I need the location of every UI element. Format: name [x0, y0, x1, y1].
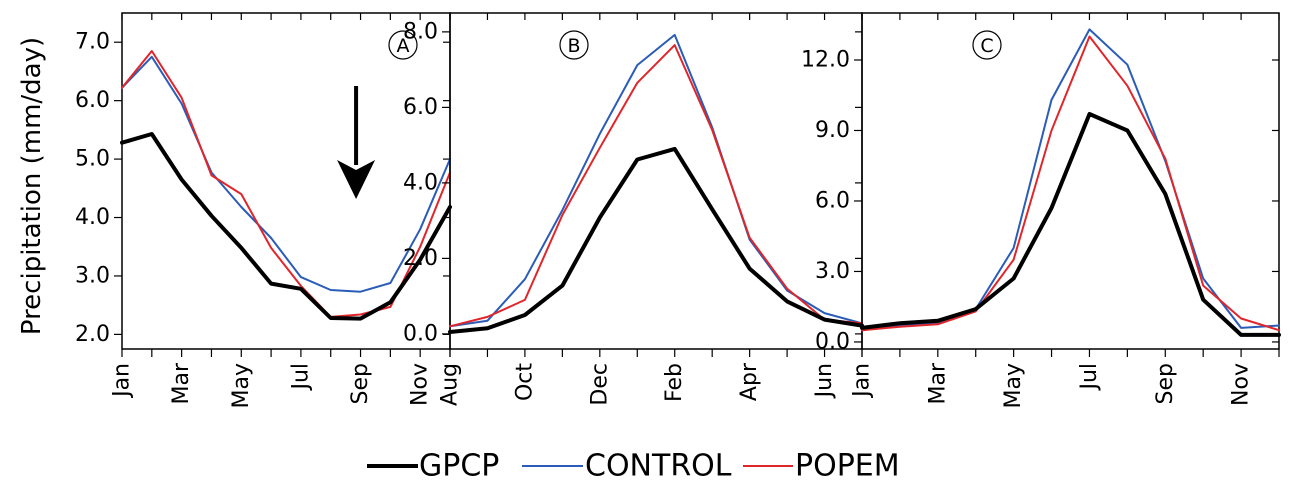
panel-B: Aug Oct Dec Feb Apr Jun 0.0 2.0 4.0 6.0 8.0 B — [403, 12, 864, 406]
series-line-popem — [121, 50, 451, 318]
y-tick-label: 2.0 — [75, 322, 110, 347]
x-tick-label: Oct — [512, 363, 537, 401]
panel-C: Jan Mar May Jul Sep Nov 0.0 3.0 6.0 9.0 12.0 C — [801, 12, 1281, 408]
series-line-gpcp — [860, 112, 1281, 337]
y-tick-label: 7.0 — [75, 30, 110, 55]
y-tick-label: 6.0 — [815, 188, 850, 213]
panel-letter-A: A — [388, 30, 418, 60]
arrow-head — [337, 160, 376, 199]
legend-label: POPEM — [795, 449, 900, 484]
x-tick-label: Jul — [288, 363, 313, 392]
legend-label: GPCP — [419, 449, 499, 484]
legend-item-control: CONTROL — [522, 449, 732, 484]
plot-frame — [121, 12, 451, 350]
x-tick-label: Sep — [348, 363, 373, 404]
x-tick-label: Mar — [925, 362, 950, 404]
panel-letter-text: C — [980, 35, 993, 57]
down-arrow-icon — [337, 86, 376, 199]
series-line-gpcp — [448, 146, 864, 334]
y-tick-label: 4.0 — [75, 205, 110, 230]
y-tick-label: 0.0 — [403, 321, 438, 346]
y-tick-label: 6.0 — [75, 88, 110, 113]
panel-letter-circle — [388, 30, 418, 60]
y-tick-label: 12.0 — [801, 47, 850, 72]
series-line-control — [861, 28, 1280, 332]
panel-letter-circle — [972, 30, 1002, 60]
x-tick-label: Apr — [737, 362, 762, 401]
y-tick-label: 8.0 — [403, 19, 438, 44]
x-tick-label: May — [1001, 363, 1026, 408]
x-tick-label: Dec — [587, 363, 612, 406]
x-tick-label: Jan — [850, 363, 875, 399]
y-tick-label: 0.0 — [815, 329, 850, 354]
legend-item-popem: POPEM — [743, 449, 900, 484]
y-axis-label: Precipitation (mm/day) — [17, 37, 47, 335]
x-tick-label: Feb — [662, 363, 687, 402]
x-tick-label: Sep — [1153, 363, 1178, 404]
panel-letter-text: A — [397, 35, 410, 57]
series-line-popem — [449, 44, 863, 328]
panel-letter-circle — [559, 30, 589, 60]
y-tick-label: 3.0 — [75, 263, 110, 288]
y-tick-label: 3.0 — [815, 259, 850, 284]
x-tick-label: Jul — [1077, 363, 1102, 392]
x-tick-label: May — [229, 363, 254, 408]
panel-A: Jan Mar May Jul Sep Nov 2.0 3.0 4.0 5.0 6.0 7.0 A — [75, 12, 452, 408]
plot-frame — [861, 12, 1280, 350]
y-tick-label: 6.0 — [403, 95, 438, 120]
x-tick-label: Jan — [110, 363, 135, 399]
panel-letter-B: B — [559, 30, 589, 60]
x-tick-label: Nov — [1229, 363, 1254, 406]
x-tick-label: Nov — [408, 363, 433, 406]
legend-label: CONTROL — [585, 449, 732, 484]
series-line-popem — [861, 35, 1280, 332]
panel-letter-text: B — [567, 35, 580, 57]
x-tick-label: Aug — [438, 363, 463, 406]
y-tick-label: 2.0 — [403, 246, 438, 271]
y-tick-label: 9.0 — [815, 118, 850, 143]
x-tick-label: Jun — [812, 363, 837, 399]
series-line-control — [121, 55, 451, 293]
legend-item-gpcp: GPCP — [367, 449, 499, 484]
series-line-gpcp — [120, 132, 452, 321]
x-tick-label: Mar — [169, 362, 194, 404]
panel-letter-C: C — [972, 30, 1002, 60]
legend: GPCP CONTROL POPEM — [367, 449, 900, 484]
y-tick-label: 5.0 — [75, 147, 110, 172]
series-line-control — [449, 33, 863, 328]
y-tick-label: 4.0 — [403, 170, 438, 195]
